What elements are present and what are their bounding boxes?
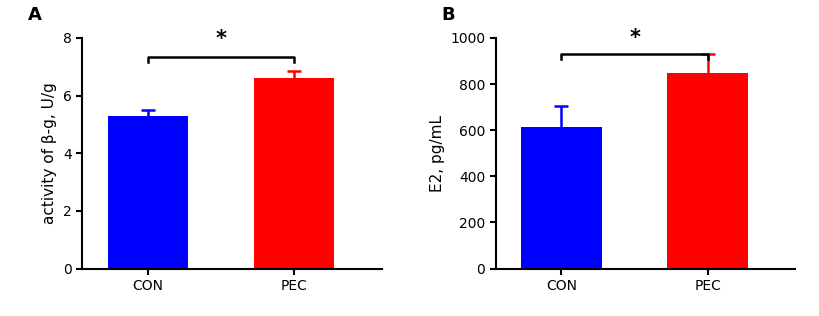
Y-axis label: E2, pg/mL: E2, pg/mL [429, 115, 444, 192]
Text: *: * [628, 27, 640, 48]
Bar [107, 116, 188, 269]
Text: B: B [441, 6, 455, 24]
Y-axis label: activity of β-g, U/g: activity of β-g, U/g [42, 82, 57, 224]
Text: *: * [215, 29, 226, 49]
Bar [521, 127, 601, 269]
Bar [667, 73, 747, 269]
Text: A: A [28, 6, 42, 24]
Bar [254, 78, 334, 269]
